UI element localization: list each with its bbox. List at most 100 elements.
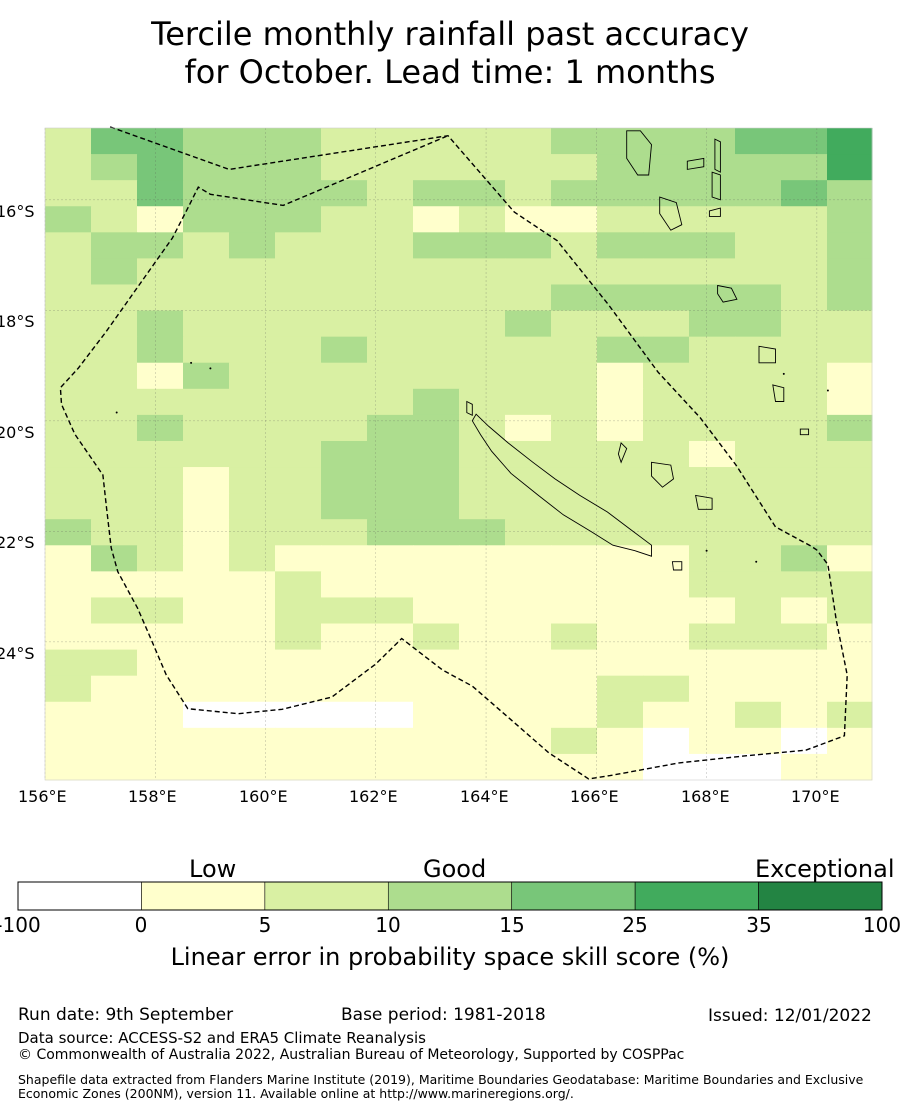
skill-cell [413,649,460,677]
skill-cell [321,258,368,285]
skill-cell [275,727,322,755]
skill-cell [689,675,736,703]
skill-cell [827,258,873,285]
island-vanuatu-ambrym [708,207,721,217]
skill-cell [45,675,92,703]
skill-cell [367,467,414,494]
skill-cell [275,310,322,338]
skill-cell [689,623,736,651]
skill-cell [643,206,690,233]
skill-cell [505,493,552,520]
skill-cell [643,258,690,285]
skill-cell [229,727,276,755]
skill-cell [459,310,506,338]
skill-cell [45,519,92,546]
skill-cell [137,362,184,390]
skill-cell [827,388,873,416]
skill-cell [321,284,368,312]
skill-cell [781,727,828,755]
colorbar-bin [634,881,759,911]
skill-cell [459,701,506,729]
skill-cell [321,753,368,781]
skill-cell [827,336,873,364]
skill-cell [597,206,644,233]
skill-cell [275,649,322,677]
skill-cell [643,284,690,312]
skill-cell [91,336,138,364]
skill-cell [689,232,736,259]
skill-cell [689,128,736,155]
skill-cell [45,545,92,572]
skill-cell [827,180,873,207]
issued-date: Issued: 12/01/2022 [708,1006,872,1026]
lon-tick-label: 164°E [460,787,509,806]
skill-cell [597,571,644,598]
skill-cell [689,414,736,442]
skill-cell [735,727,782,755]
skill-cell [781,701,828,729]
skill-cell [367,727,414,755]
skill-cell [781,545,828,572]
skill-cell [781,440,828,468]
skill-cell [597,467,644,494]
skill-cell [689,597,736,625]
skill-cell [91,232,138,259]
skill-cell [643,623,690,651]
eez-boundary [59,126,848,780]
skill-cell [321,701,368,729]
skill-cell [45,623,92,651]
skill-cell [229,649,276,677]
skill-cell [183,519,230,546]
skill-cell [827,440,873,468]
skill-cell [827,519,873,546]
skill-cell [413,310,460,338]
skill-cell [367,362,414,390]
skill-cell [597,284,644,312]
skill-cell [827,362,873,390]
skill-cell [275,128,322,155]
skill-cell [827,284,873,312]
skill-cell [367,519,414,546]
skill-cell [367,180,414,207]
island-vanuatu-efate [717,284,738,303]
skill-cell [459,128,506,155]
skill-cell [91,597,138,625]
skill-cell [367,388,414,416]
skill-cell [137,571,184,598]
skill-cell [551,388,598,416]
skill-cell [183,154,230,181]
skill-cell [321,128,368,155]
skill-cell [275,701,322,729]
skill-cell [275,519,322,546]
skill-cell [597,727,644,755]
skill-cell [91,258,138,285]
skill-cell [597,753,644,781]
skill-cell [183,362,230,390]
skill-cell [275,206,322,233]
skill-cell [551,597,598,625]
island-new-caledonia [471,413,652,557]
lon-tick-label: 158°E [128,787,177,806]
skill-cell [229,180,276,207]
skill-cell [551,623,598,651]
skill-cell [597,232,644,259]
colorbar-title: Linear error in probability space skill … [170,943,730,971]
map-gridlines [44,128,872,780]
skill-cell [505,440,552,468]
skill-cell [413,206,460,233]
skill-cell [551,336,598,364]
skill-cell [689,258,736,285]
skill-cell [183,310,230,338]
colorbar-category-low: Low [189,855,237,883]
skill-cell [45,727,92,755]
skill-cell [91,414,138,442]
skill-cell [321,467,368,494]
skill-cell [827,414,873,442]
skill-cell [597,519,644,546]
skill-cell [781,388,828,416]
skill-cell [459,649,506,677]
skill-cell [367,440,414,468]
skill-cell [275,675,322,703]
skill-cell [321,154,368,181]
